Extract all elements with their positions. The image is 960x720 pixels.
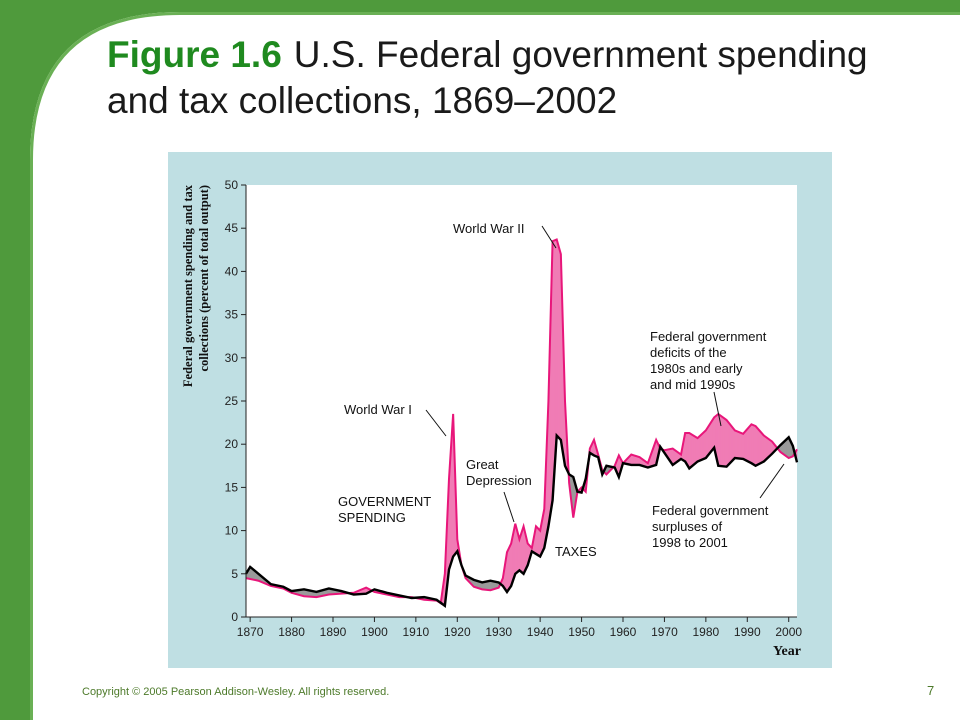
annotation-world-war-2: World War II <box>453 221 525 236</box>
x-tick-label: 2000 <box>775 625 802 639</box>
annotation-government-spending-line1: GOVERNMENT <box>338 494 431 509</box>
pointer-depression <box>503 491 515 523</box>
slide-title: Figure 1.6 U.S. Federal government spendi… <box>107 32 927 124</box>
pointer-surpluses <box>759 463 785 499</box>
annotation-deficits-line3: 1980s and early <box>650 361 743 376</box>
x-tick-label: 1900 <box>361 625 388 639</box>
x-tick-label: 1880 <box>278 625 305 639</box>
annotation-depression-line2: Depression <box>466 473 532 488</box>
copyright-notice: Copyright © 2005 Pearson Addison-Wesley.… <box>82 686 390 698</box>
annotation-surpluses-line1: Federal government <box>652 503 769 518</box>
pointer-world-war-1 <box>425 409 447 437</box>
annotation-surpluses-line3: 1998 to 2001 <box>652 535 728 550</box>
figure-title: U.S. Federal government spending and tax… <box>107 34 868 121</box>
annotation-depression-line1: Great <box>466 457 499 472</box>
x-tick-label: 1920 <box>444 625 471 639</box>
x-tick-label: 1940 <box>527 625 554 639</box>
annotation-deficits-line1: Federal government <box>650 329 767 344</box>
y-tick-label: 35 <box>225 308 239 322</box>
annotation-government-spending: GOVERNMENT SPENDING <box>338 494 431 525</box>
annotation-deficits-line4: and mid 1990s <box>650 377 736 392</box>
spending-tax-chart: 0 5 10 15 20 25 30 35 40 45 50 1870 1880 1890 1900 191… <box>181 178 802 659</box>
annotation-government-spending-line2: SPENDING <box>338 510 406 525</box>
y-tick-label: 50 <box>225 178 239 192</box>
y-tick-label: 45 <box>225 221 239 235</box>
annotation-taxes: TAXES <box>555 544 597 559</box>
y-axis-label: Federal government spending and tax colle… <box>181 184 211 387</box>
x-tick-label: 1910 <box>403 625 430 639</box>
annotation-depression: Great Depression <box>466 457 532 488</box>
page-number: 7 <box>927 683 935 698</box>
y-tick-label: 0 <box>231 610 238 624</box>
y-tick-label: 15 <box>225 480 239 494</box>
y-tick-label: 30 <box>225 351 239 365</box>
x-tick-label: 1960 <box>610 625 637 639</box>
x-tick-label: 1950 <box>568 625 595 639</box>
y-axis-ticks: 0 5 10 15 20 25 30 35 40 45 50 <box>225 178 246 624</box>
pointer-deficits <box>713 391 722 427</box>
x-tick-label: 1890 <box>320 625 347 639</box>
series-line-taxes <box>244 432 799 608</box>
x-tick-label: 1980 <box>693 625 720 639</box>
x-axis-label: Year <box>773 644 801 659</box>
chart-panel: 0 5 10 15 20 25 30 35 40 45 50 1870 1880 1890 1900 191… <box>168 152 832 668</box>
y-axis-label-line1: Federal government spending and tax <box>181 184 195 387</box>
x-tick-label: 1970 <box>651 625 678 639</box>
annotation-world-war-1: World War I <box>344 402 412 417</box>
y-tick-label: 40 <box>225 264 239 278</box>
x-tick-label: 1990 <box>734 625 761 639</box>
annotation-surpluses: Federal government surpluses of 1998 to 20… <box>652 503 769 550</box>
x-axis-ticks: 1870 1880 1890 1900 1910 1920 1930 1940 1950 1960… <box>237 617 802 639</box>
annotation-surpluses-line2: surpluses of <box>652 519 722 534</box>
annotation-deficits-line2: deficits of the <box>650 345 727 360</box>
annotation-deficits: Federal government deficits of the 1980s a… <box>650 329 767 392</box>
pointer-world-war-2 <box>541 225 557 249</box>
y-tick-label: 20 <box>225 437 239 451</box>
y-tick-label: 10 <box>225 524 239 538</box>
figure-label: Figure 1.6 <box>107 34 282 75</box>
y-axis-label-line2: collections (percent of total output) <box>197 185 211 372</box>
x-tick-label: 1870 <box>237 625 264 639</box>
x-tick-label: 1930 <box>485 625 512 639</box>
y-tick-label: 5 <box>231 567 238 581</box>
y-tick-label: 25 <box>225 394 239 408</box>
